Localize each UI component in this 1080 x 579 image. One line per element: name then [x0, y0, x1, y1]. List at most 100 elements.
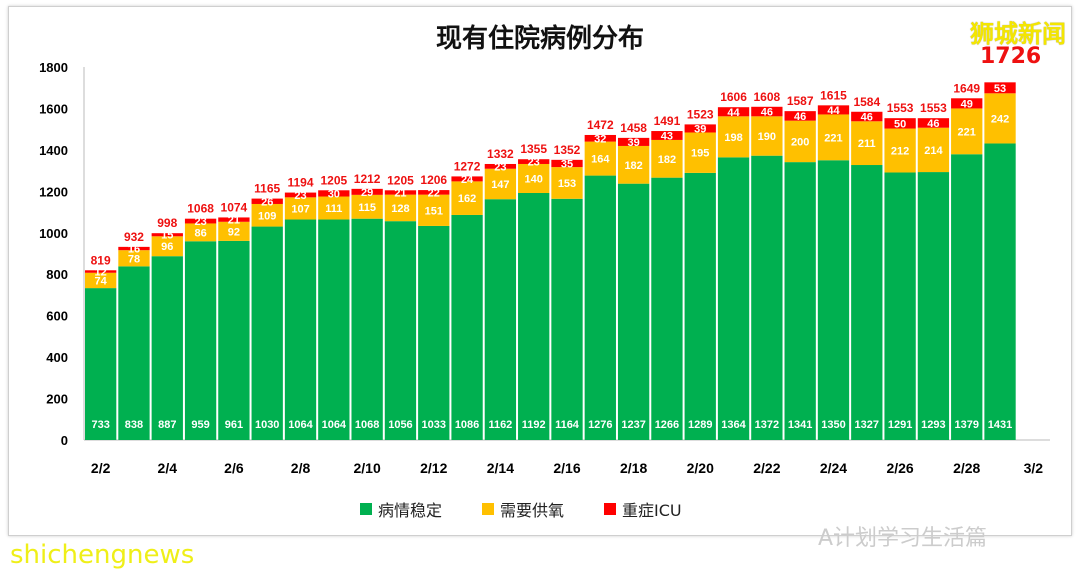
data-label: 200 — [791, 136, 809, 148]
y-tick-label: 1000 — [39, 226, 68, 241]
total-label: 819 — [91, 253, 111, 267]
bar-segment-stable — [784, 162, 816, 441]
x-tick-label: 2/6 — [224, 460, 244, 476]
data-label: 1327 — [855, 419, 879, 431]
data-label: 1289 — [688, 419, 712, 431]
legend-label: 需要供氧 — [500, 501, 565, 520]
data-label: 22 — [428, 187, 440, 199]
total-label: 1352 — [554, 143, 581, 157]
bar-segment-stable — [251, 226, 283, 440]
data-label: 214 — [924, 145, 943, 157]
legend-swatch — [604, 503, 617, 515]
data-label: 46 — [794, 111, 806, 123]
x-tick-label: 2/14 — [487, 460, 514, 476]
total-label: 1272 — [454, 159, 481, 173]
data-label: 46 — [927, 118, 939, 130]
bar-segment-stable — [651, 177, 683, 440]
bar-segment-icu — [684, 124, 716, 133]
y-tick-label: 1200 — [39, 184, 68, 199]
data-label: 887 — [158, 419, 176, 431]
bar-segment-icu — [118, 246, 150, 251]
data-label: 1192 — [522, 419, 546, 431]
data-label: 128 — [391, 203, 409, 215]
total-label: 1472 — [587, 118, 614, 132]
total-label: 1194 — [287, 176, 313, 190]
brand-logo: 狮城新闻 — [970, 20, 1066, 48]
bar-segment-stable — [318, 219, 350, 440]
bar-segment-stable — [584, 175, 616, 440]
data-label: 1056 — [388, 419, 412, 431]
bar-segment-stable — [917, 172, 950, 441]
data-label: 1379 — [954, 419, 978, 431]
x-tick-label: 2/24 — [820, 460, 847, 476]
data-label: 24 — [461, 174, 474, 186]
bar-segment-icu — [384, 190, 417, 195]
total-label: 1068 — [187, 202, 214, 216]
bar-segment-stable — [717, 157, 750, 441]
x-tick-label: 3/2 — [1024, 460, 1044, 476]
bar-segment-icu — [651, 131, 683, 140]
data-label: 182 — [624, 160, 642, 172]
x-tick-label: 2/18 — [620, 460, 647, 476]
bar-segment-icu — [584, 134, 616, 142]
bar-segment-oxygen — [318, 196, 350, 220]
bar-segment-icu — [751, 106, 783, 117]
data-label: 1162 — [488, 419, 512, 431]
bar-segment-icu — [184, 218, 217, 224]
data-label: 242 — [991, 113, 1009, 125]
bar-segment-stable — [451, 214, 483, 440]
bar-segment-oxygen — [584, 141, 616, 176]
y-tick-label: 400 — [46, 350, 68, 365]
watermark-account: A计划学习生活篇 — [818, 526, 988, 551]
bar-segment-oxygen — [484, 168, 517, 200]
bar-segment-stable — [184, 241, 217, 440]
data-label: 23 — [494, 161, 506, 173]
data-label: 151 — [425, 205, 443, 217]
data-label: 164 — [591, 154, 610, 166]
bar-segment-icu — [251, 198, 283, 204]
latest-total: 1726 — [980, 44, 1042, 69]
data-label: 182 — [658, 154, 676, 166]
bar-segment-oxygen — [251, 203, 283, 227]
bar-segment-icu — [884, 118, 916, 129]
x-tick-label: 2/26 — [886, 460, 913, 476]
data-label: 43 — [661, 130, 673, 142]
data-label: 198 — [724, 132, 742, 144]
bar-segment-stable — [484, 199, 517, 440]
bar-segment-icu — [518, 159, 550, 164]
total-label: 1606 — [720, 90, 747, 104]
x-tick-label: 2/16 — [553, 460, 580, 476]
x-tick-label: 2/22 — [753, 460, 780, 476]
bar-segment-icu — [418, 190, 450, 195]
data-label: 1033 — [422, 419, 446, 431]
legend: 病情稳定 需要供氧 重症ICU — [360, 497, 682, 521]
bar-segment-oxygen — [917, 127, 950, 173]
data-label: 23 — [294, 190, 306, 202]
legend-swatch — [482, 503, 495, 515]
data-label: 1276 — [588, 419, 612, 431]
bar-segment-oxygen — [717, 116, 750, 158]
bar-segment-stable — [851, 165, 883, 440]
data-label: 838 — [125, 419, 143, 431]
bar-segment-oxygen — [884, 128, 916, 173]
bar-segment-oxygen — [651, 139, 683, 178]
data-label: 44 — [727, 107, 740, 119]
bar-segment-oxygen — [951, 108, 983, 155]
bar-segment-icu — [851, 111, 883, 122]
legend-swatch — [360, 503, 372, 515]
data-label: 162 — [458, 193, 476, 205]
x-tick-label: 2/28 — [953, 460, 980, 476]
y-tick-label: 800 — [46, 267, 68, 282]
bar-segment-stable — [218, 240, 250, 440]
bar-segment-icu — [717, 107, 750, 117]
data-label: 211 — [858, 138, 876, 150]
data-label: 111 — [325, 203, 342, 215]
data-label: 212 — [891, 146, 909, 158]
data-label: 959 — [191, 419, 209, 431]
data-label: 50 — [894, 118, 906, 130]
legend-item-stable: 病情稳定 — [360, 497, 442, 521]
total-label: 1649 — [953, 81, 980, 95]
data-label: 53 — [994, 83, 1006, 95]
bar-segment-stable — [284, 219, 317, 440]
